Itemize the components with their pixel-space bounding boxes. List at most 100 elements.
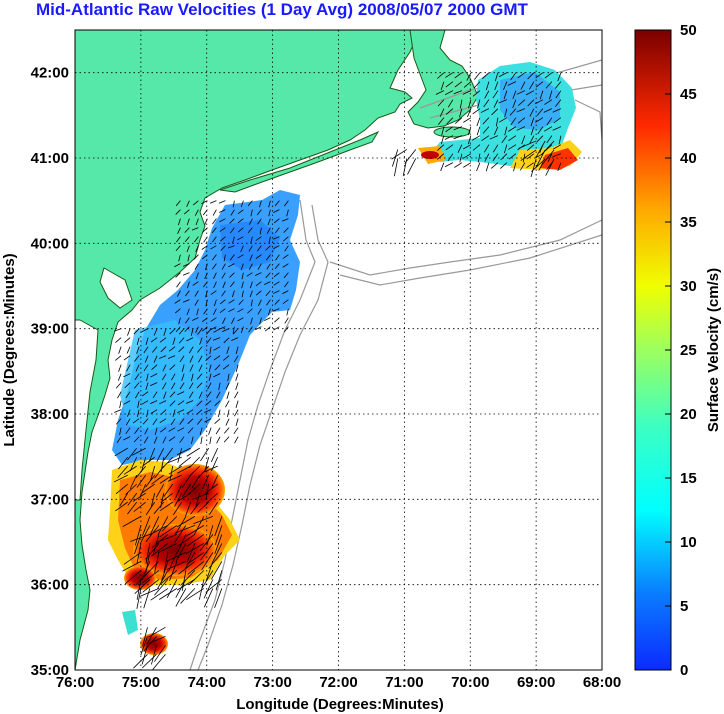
velocity-arrow [241, 290, 244, 298]
velocity-arrow [463, 162, 472, 168]
velocity-arrow [437, 99, 445, 107]
velocity-arrow [200, 543, 214, 561]
velocity-arrow [453, 135, 463, 140]
velocity-arrow [185, 290, 190, 297]
velocity-arrow [213, 281, 217, 289]
velocity-arrow [209, 200, 217, 204]
velocity-arrow [152, 654, 166, 670]
velocity-arrow [205, 483, 218, 494]
y-tick-label: 36:00 [31, 577, 69, 594]
velocity-arrow [284, 200, 289, 207]
velocity-arrow [286, 308, 289, 316]
velocity-arrow [472, 108, 481, 115]
velocity-arrow [148, 447, 156, 463]
velocity-arrow [445, 144, 454, 151]
velocity-arrow [189, 364, 194, 372]
velocity-arrow [214, 400, 221, 407]
velocity-arrow [185, 400, 194, 404]
velocity-arrow [178, 317, 181, 325]
velocity-arrow [151, 364, 158, 371]
velocity-arrow [237, 227, 244, 233]
velocity-arrow [439, 108, 445, 117]
velocity-arrow [113, 328, 122, 332]
velocity-arrow [143, 346, 149, 354]
velocity-arrow [144, 427, 149, 435]
velocity-arrow [214, 588, 223, 609]
velocity-arrow [154, 579, 169, 596]
velocity-arrow [143, 588, 151, 609]
velocity-arrow [195, 272, 199, 280]
velocity-arrow [125, 391, 131, 399]
velocity-arrow [485, 81, 490, 91]
velocity-arrow [508, 153, 517, 160]
velocity-arrow [235, 400, 239, 408]
velocity-arrow [228, 299, 235, 304]
velocity-arrow [492, 144, 499, 153]
velocity-arrow [249, 281, 253, 289]
velocity-arrow [126, 346, 131, 354]
velocity-arrow [265, 245, 271, 251]
velocity-arrow [167, 456, 182, 464]
velocity-arrow [283, 326, 289, 333]
velocity-arrow [555, 90, 562, 99]
velocity-arrow [153, 328, 158, 336]
velocity-arrow [531, 158, 546, 172]
velocity-arrow [476, 126, 481, 136]
velocity-arrow [141, 391, 149, 397]
velocity-arrow [196, 382, 203, 389]
velocity-arrow [139, 483, 147, 499]
velocity-arrow [150, 588, 169, 601]
velocity-arrow [546, 117, 553, 126]
velocity-arrow [175, 525, 196, 534]
velocity-arrow [222, 328, 230, 332]
velocity-arrow [467, 108, 472, 118]
velocity-arrow [266, 254, 271, 261]
velocity-arrow [133, 501, 146, 512]
velocity-arrow [509, 108, 517, 116]
velocity-arrow [275, 254, 280, 261]
velocity-arrow [134, 579, 151, 594]
velocity-arrow [228, 263, 235, 268]
velocity-arrow [234, 391, 239, 399]
velocity-arrow [227, 245, 235, 249]
velocity-arrow [199, 337, 203, 345]
delaware-bay [99, 267, 133, 309]
velocity-arrow [191, 436, 194, 445]
velocity-arrow [445, 72, 454, 78]
velocity-arrow [256, 290, 262, 296]
velocity-arrow [124, 570, 142, 585]
velocity-arrow [159, 427, 167, 433]
velocity-arrow [284, 245, 289, 252]
velocity-arrow [221, 290, 226, 297]
velocity-arrow [286, 209, 289, 217]
velocity-arrow [168, 436, 176, 442]
velocity-arrow [206, 391, 212, 398]
velocity-arrow [192, 317, 199, 321]
velocity-arrow [123, 355, 131, 361]
velocity-arrow [181, 474, 192, 488]
velocity-arrow [206, 328, 212, 335]
velocity-arrow [527, 72, 535, 80]
velocity-arrow [222, 281, 226, 289]
velocity-arrow [222, 317, 226, 324]
velocity-arrow [119, 492, 129, 507]
velocity-arrow [196, 308, 199, 316]
velocity-arrow [512, 99, 517, 109]
velocity-arrow [218, 382, 221, 391]
velocity-arrow [191, 227, 199, 231]
velocity-arrow [194, 492, 209, 500]
velocity-arrow [539, 90, 544, 100]
velocity-arrow [266, 299, 271, 306]
velocity-arrow [188, 391, 194, 399]
velocity-arrow [459, 99, 463, 109]
velocity-arrow [208, 501, 219, 515]
velocity-arrow [208, 373, 212, 382]
velocity-arrow [498, 72, 508, 78]
colorbar-tick-label: 30 [680, 278, 697, 295]
velocity-arrow [476, 162, 481, 172]
velocity-arrow [179, 418, 185, 425]
velocity-arrow [154, 465, 165, 479]
velocity-arrow [493, 99, 499, 108]
velocity-arrow [139, 588, 160, 597]
